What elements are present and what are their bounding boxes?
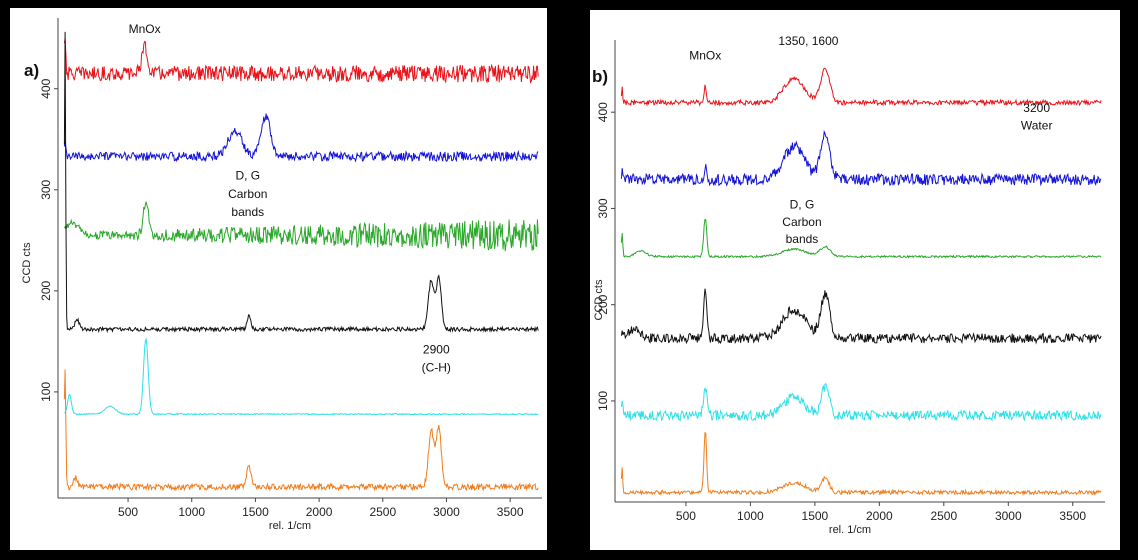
y-tick-label: 400 — [39, 78, 53, 98]
y-tick-label: 100 — [39, 382, 53, 402]
chart-panel-a: 500 1000 1500 2000 2500 3000 3500 rel. 1/cm 100 2… — [10, 8, 547, 550]
y-tick-label: 200 — [39, 281, 53, 301]
annotation-label: bands — [231, 205, 264, 219]
annotation-label: MnOx — [129, 22, 161, 36]
series-line — [620, 67, 1102, 107]
annotation-label: Water — [1021, 119, 1053, 133]
spectra-chart-b: 500 1000 1500 2000 2500 3000 3500 rel. 1/cm 100 2… — [592, 34, 1105, 536]
y-tick-label: 300 — [39, 179, 53, 199]
series-line — [620, 130, 1102, 187]
y-tick-label: 100 — [596, 391, 610, 411]
x-tick-label: 1500 — [802, 509, 829, 523]
x-tick-label: 2000 — [866, 509, 893, 523]
annotation-label: 3200 — [1023, 101, 1050, 115]
annotation-label: 2900 — [423, 342, 450, 356]
x-axis-label: rel. 1/cm — [829, 524, 871, 536]
x-tick-label: 3500 — [497, 505, 524, 519]
spectra-chart-a: 500 1000 1500 2000 2500 3000 3500 rel. 1/cm 100 2… — [21, 18, 542, 532]
series-line — [63, 38, 539, 84]
y-axis-label: CCD cts — [593, 279, 605, 320]
x-tick-label: 3500 — [1059, 509, 1086, 523]
annotation-label: (C-H) — [422, 361, 451, 375]
series-line — [64, 337, 539, 416]
y-tick-label: 400 — [596, 102, 610, 122]
annotation-label: D, G — [790, 197, 815, 211]
series-line — [620, 431, 1102, 497]
series-line — [620, 382, 1102, 422]
annotation-label: MnOx — [689, 48, 721, 62]
x-tick-label: 1000 — [178, 505, 205, 519]
y-tick-label: 300 — [596, 198, 610, 218]
annotation-label: 1350, 1600 — [778, 34, 838, 48]
x-tick-label: 2500 — [930, 509, 957, 523]
x-tick-label: 500 — [118, 505, 138, 519]
x-tick-label: 3000 — [995, 509, 1022, 523]
x-tick-label: 1500 — [242, 505, 269, 519]
annotation-label: Carbon — [782, 215, 821, 229]
chart-panel-b: 500 1000 1500 2000 2500 3000 3500 rel. 1/cm 100 2… — [590, 10, 1120, 550]
annotation-label: D, G — [235, 169, 260, 183]
series-line — [63, 201, 539, 252]
annotation-label: bands — [786, 232, 819, 246]
series-line — [63, 113, 539, 163]
panel-label: b) — [592, 67, 608, 86]
series-line — [63, 369, 539, 492]
panel-label: a) — [24, 61, 39, 80]
x-tick-label: 500 — [676, 509, 696, 523]
x-tick-label: 2000 — [306, 505, 333, 519]
x-axis-label: rel. 1/cm — [269, 520, 311, 532]
annotation-label: Carbon — [228, 187, 267, 201]
y-axis-label: CCD cts — [21, 242, 33, 283]
x-tick-label: 1000 — [737, 509, 764, 523]
x-tick-label: 2500 — [369, 505, 396, 519]
x-tick-label: 3000 — [433, 505, 460, 519]
series-line — [63, 31, 539, 334]
y-tick-label: 200 — [596, 294, 610, 314]
series-line — [620, 218, 1102, 259]
series-line — [620, 288, 1102, 345]
